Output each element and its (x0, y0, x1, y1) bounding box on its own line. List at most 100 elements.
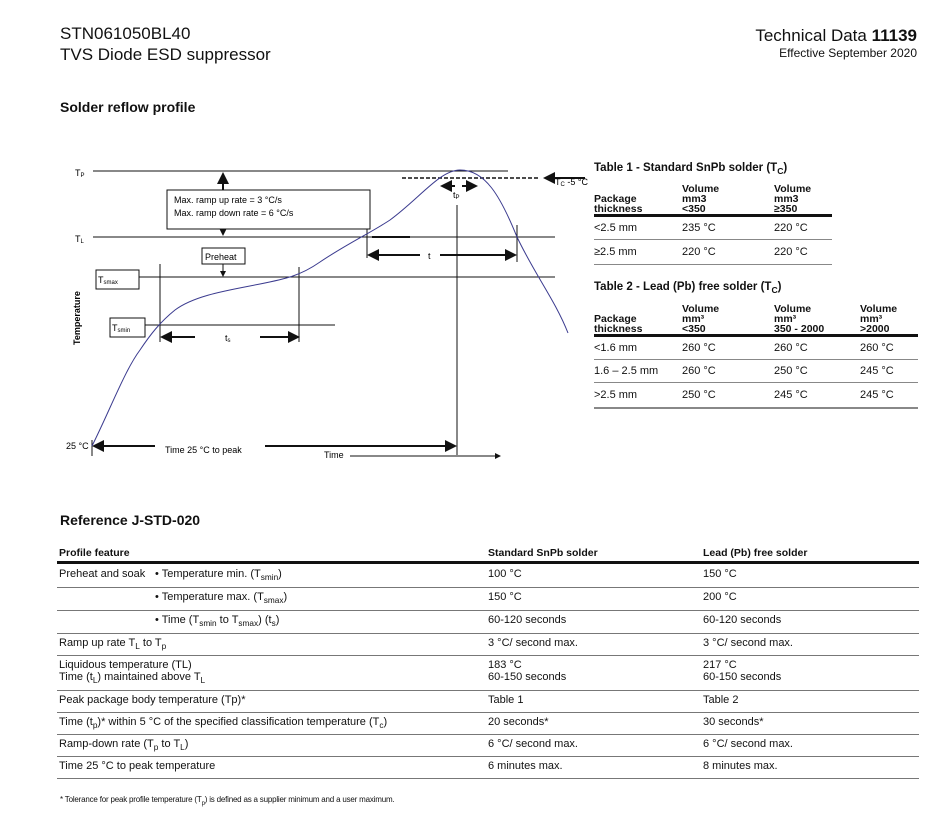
text-part: ) (283, 591, 288, 603)
effective-date: Effective September 2020 (779, 46, 917, 60)
table-row: 1.6 – 2.5 mm 260 °C 250 °C 245 °C (594, 360, 918, 383)
subscript: p (153, 743, 159, 752)
table-row: • Time (Tsmin to Tsmax) (ts) 60-120 secon… (57, 610, 919, 634)
doc-type: Technical Data 11139 (755, 26, 917, 46)
subscript: s (271, 619, 276, 628)
snpb-value: 3 °C/ second max. (488, 637, 578, 649)
x-axis-label: Time (324, 450, 344, 460)
text-part: ) (383, 716, 388, 728)
subscript: L (200, 676, 206, 685)
snpb-value: 183 °C (488, 659, 522, 671)
preheat-label: Preheat (205, 252, 237, 262)
feature-label: Preheat and soak (59, 568, 146, 580)
table-row: Preheat and soak • Temperature min. (Tsmi… (57, 564, 919, 588)
feature-label: Liquidous temperature (TL) (59, 659, 192, 671)
pbfree-value: 8 minutes max. (703, 760, 778, 772)
pbfree-value: Table 2 (703, 694, 739, 706)
feature-detail: • Time (Tsmin to Tsmax) (ts) (155, 614, 279, 628)
text-part: to T (139, 637, 162, 649)
product-name: TVS Diode ESD suppressor (60, 45, 271, 64)
text-part: ) (t (258, 614, 272, 626)
subscript: c (379, 721, 384, 730)
text-part: Ramp-down rate (T (59, 738, 154, 750)
table-row: Time (tp)* within 5 °C of the specified … (57, 712, 919, 735)
table-1: Table 1 - Standard SnPb solder (TC) Pack… (594, 160, 832, 268)
subscript: L (135, 642, 140, 651)
table-1-header: Package thickness Volume mm3 <350 Volume mm3… (594, 182, 832, 217)
feature-label: Ramp up rate TL to Tp (59, 637, 166, 651)
table-row: ≥2.5 mm 220 °C 220 °C (594, 240, 832, 265)
table-2: Table 2 - Lead (Pb) free solder (TC) Pac… (594, 279, 918, 409)
pbfree-value: 6 °C/ second max. (703, 738, 793, 750)
tp-label: TP (75, 168, 85, 179)
subscript: p (161, 642, 167, 651)
tsmax-label: Tsmax (98, 275, 118, 286)
feature-detail: • Temperature max. (Tsmax) (155, 591, 287, 605)
table-2-title: Table 2 - Lead (Pb) free solder (TC) (594, 281, 782, 295)
text-part: Time (t (59, 716, 93, 728)
feature-label: Ramp-down rate (Tp to TL) (59, 738, 188, 752)
text-part: Liquidous temperature (TL) (59, 659, 192, 671)
pbfree-value: 200 °C (703, 591, 737, 603)
reference-title: Reference J-STD-020 (60, 512, 201, 528)
reference-header: Profile feature Standard SnPb solder Lea… (57, 545, 919, 564)
snpb-value: 6 minutes max. (488, 760, 563, 772)
ramp-rate-box (166, 189, 371, 230)
table-row: <1.6 mm 260 °C 260 °C 260 °C (594, 337, 918, 360)
table-row: <2.5 mm 235 °C 220 °C (594, 217, 832, 240)
table-row: Liquidous temperature (TL) Time (tL) main… (57, 655, 919, 691)
pbfree-value: 3 °C/ second max. (703, 637, 793, 649)
tc-label: TC -5 °C (555, 177, 588, 188)
ramp-down-text: Max. ramp down rate = 6 °C/s (174, 208, 294, 218)
pbfree-value-2: 60-150 seconds (703, 671, 782, 683)
reflow-curve (91, 169, 569, 447)
subscript: p (201, 801, 205, 807)
tsmax-box (95, 269, 140, 290)
subscript: smin (260, 573, 279, 582)
feature-label: Time 25 °C to peak temperature (59, 760, 215, 772)
table-row: Ramp up rate TL to Tp 3 °C/ second max. 3 … (57, 633, 919, 656)
text-part: to T (216, 614, 239, 626)
snpb-value-2: 60-150 seconds (488, 671, 567, 683)
text-part: ) (184, 738, 189, 750)
text-part: Peak package body temperature (Tp)* (59, 694, 246, 706)
subscript: smax (263, 596, 284, 605)
text-part: to T (158, 738, 181, 750)
table-row: Peak package body temperature (Tp)* Table… (57, 690, 919, 713)
subscript: smin (199, 619, 217, 628)
text-part: Ramp up rate T (59, 637, 136, 649)
tsmin-box (109, 317, 146, 338)
feature-label-2: Time (tL) maintained above TL (59, 671, 205, 685)
reference-table: Profile feature Standard SnPb solder Lea… (57, 545, 919, 785)
text-part: * Tolerance for peak profile temperature… (60, 795, 202, 804)
start-temp-label: 25 °C (66, 441, 89, 451)
doc-number: 11139 (871, 26, 917, 45)
text-part: )* within 5 °C of the specified classifi… (97, 716, 380, 728)
pbfree-value: 60-120 seconds (703, 614, 782, 626)
text-part: ) maintained above T (97, 671, 201, 683)
snpb-value: Table 1 (488, 694, 524, 706)
text-part: ) (275, 614, 280, 626)
table-row: Time 25 °C to peak temperature 6 minutes … (57, 756, 919, 779)
text-part: • Temperature max. (T (155, 591, 264, 603)
text-part: Time 25 °C to peak temperature (59, 760, 216, 772)
feature-label: Peak package body temperature (Tp)* (59, 694, 246, 706)
doc-type-label: Technical Data (755, 26, 867, 45)
tp-time-label: tP (453, 190, 460, 201)
table-row: >2.5 mm 250 °C 245 °C 245 °C (594, 383, 918, 409)
snpb-value: 6 °C/ second max. (488, 738, 578, 750)
tsmin-label: Tsmin (112, 323, 130, 334)
preheat-box (201, 247, 246, 265)
subscript: L (180, 743, 185, 752)
feature-label: Time (tp)* within 5 °C of the specified … (59, 716, 387, 730)
time-to-peak-label: Time 25 °C to peak (165, 445, 242, 455)
y-axis-label: Temperature (72, 291, 82, 345)
subscript: p (92, 721, 98, 730)
snpb-value: 100 °C (488, 568, 522, 580)
footnote: * Tolerance for peak profile temperature… (60, 795, 395, 807)
feature-detail: • Temperature min. (Tsmin) (155, 568, 282, 582)
subscript: smax (238, 619, 259, 628)
snpb-value: 20 seconds* (488, 716, 549, 728)
table-1-title: Table 1 - Standard SnPb solder (TC) (594, 162, 788, 176)
